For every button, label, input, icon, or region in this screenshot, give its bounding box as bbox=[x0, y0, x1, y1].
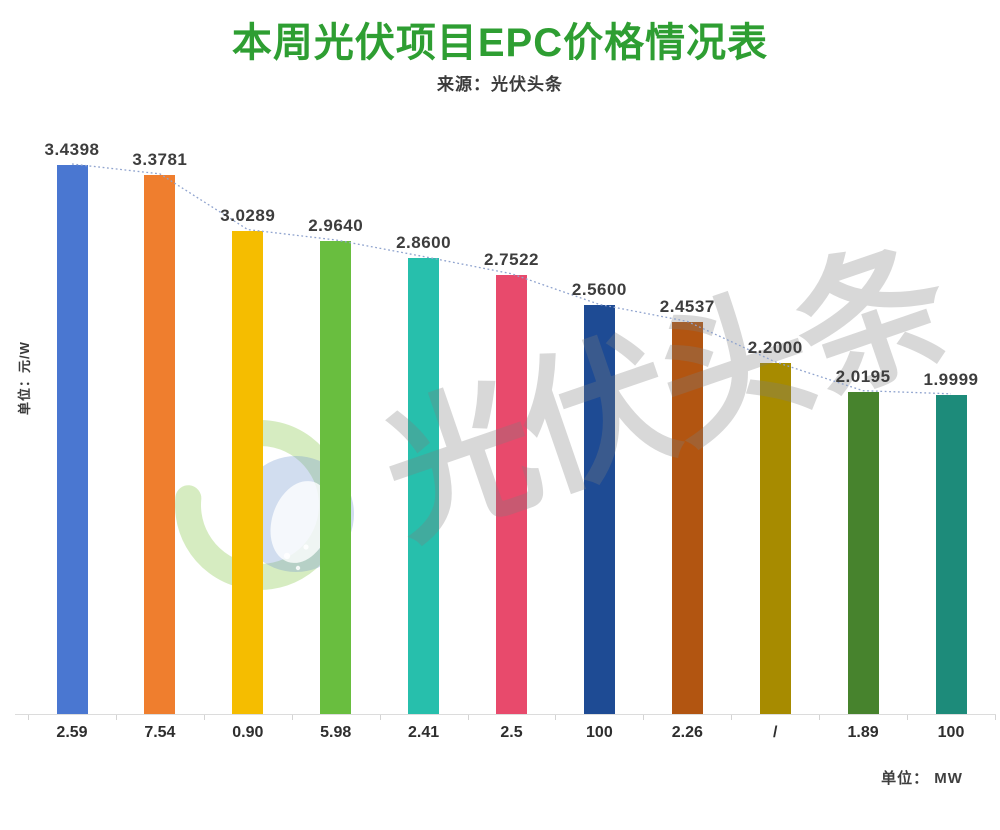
bar bbox=[671, 322, 703, 714]
axis-tick bbox=[731, 715, 733, 720]
axis-tick bbox=[555, 715, 557, 720]
x-axis-category-label: 1.89 bbox=[847, 724, 879, 741]
x-axis-category-label: 2.59 bbox=[56, 724, 88, 741]
axis-tick bbox=[291, 715, 293, 720]
page-title: 本周光伏项目EPC价格情况表 bbox=[231, 21, 769, 65]
bar-value-label: 2.7522 bbox=[484, 249, 539, 269]
bar bbox=[759, 362, 791, 714]
x-axis-line bbox=[15, 714, 996, 715]
bar-value-label: 3.3781 bbox=[132, 149, 188, 169]
bar-value-label: 3.4398 bbox=[44, 140, 100, 159]
x-axis-category-label: 100 bbox=[937, 724, 965, 741]
bar bbox=[320, 240, 352, 714]
x-axis-category-label: 2.26 bbox=[671, 724, 703, 741]
bar bbox=[583, 305, 615, 714]
x-axis-category-label: 2.41 bbox=[408, 724, 440, 741]
bar-value-label: 1.9999 bbox=[923, 369, 979, 389]
bar bbox=[496, 274, 527, 714]
watermark-text: 光伏头条 bbox=[362, 218, 966, 566]
x-axis-category-label: 0.90 bbox=[232, 724, 264, 741]
x-axis-category-label: 100 bbox=[586, 724, 613, 741]
x-axis-category-label: / bbox=[772, 724, 778, 741]
bar bbox=[56, 165, 88, 714]
chart-header: 本周光伏项目EPC价格情况表 来源：光伏头条 bbox=[0, 0, 1000, 95]
axis-tick bbox=[994, 715, 996, 720]
bar-value-label: 2.5600 bbox=[571, 280, 627, 300]
bar bbox=[232, 230, 264, 714]
x-axis-category-label: 7.54 bbox=[144, 724, 176, 741]
axis-tick bbox=[819, 715, 821, 720]
x-axis-category-label: 2.5 bbox=[500, 724, 523, 741]
axis-tick bbox=[203, 715, 205, 720]
x-axis-unit-label: 单位： MW bbox=[881, 770, 963, 787]
bar-value-label: 2.8600 bbox=[396, 232, 452, 252]
bar-value-label: 3.0289 bbox=[220, 205, 276, 225]
axis-tick bbox=[115, 715, 117, 720]
source-line: 来源：光伏头条 bbox=[437, 75, 563, 94]
x-axis-category-label: 5.98 bbox=[320, 724, 352, 741]
axis-tick bbox=[379, 715, 381, 720]
bar-value-label: 2.4537 bbox=[659, 297, 715, 317]
bar-value-label: 2.0195 bbox=[835, 366, 891, 386]
bar bbox=[144, 174, 176, 714]
bar-value-label: 2.9640 bbox=[308, 215, 364, 235]
bar bbox=[935, 394, 967, 714]
axis-tick bbox=[467, 715, 469, 720]
axis-tick bbox=[28, 715, 30, 720]
axis-tick bbox=[643, 715, 645, 720]
bar bbox=[847, 391, 879, 714]
y-axis-unit-label: 单位：元/W bbox=[17, 341, 32, 415]
axis-tick bbox=[907, 715, 909, 720]
bar bbox=[408, 257, 440, 714]
bar-value-label: 2.2000 bbox=[747, 337, 803, 357]
